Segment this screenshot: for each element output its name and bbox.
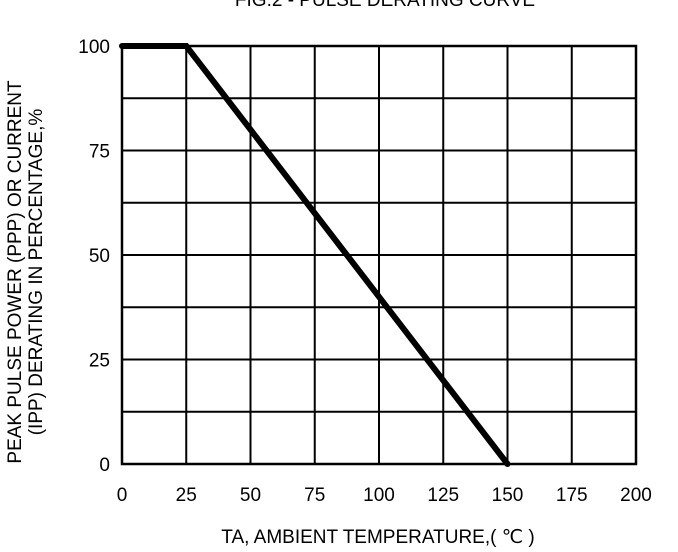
curve-point [183,43,190,49]
y-tick-label: 0 [99,455,110,476]
y-tick-label: 75 [89,142,110,163]
y-tick-labels: 0 25 50 75 100 [78,37,110,476]
series-group [119,43,511,467]
x-tick-label: 50 [240,485,261,506]
grid [122,46,636,464]
y-axis-title-line-1: PEAK PULSE POWER (PPP) OR CURRENT [5,80,26,464]
x-tick-label: 0 [117,485,128,506]
x-tick-label: 175 [556,485,588,506]
y-axis-title: PEAK PULSE POWER (PPP) OR CURRENT (IPP) … [5,80,47,464]
plot-frame [120,44,638,466]
y-tick-label: 50 [89,246,110,267]
x-tick-label: 200 [620,485,652,506]
x-tick-label: 150 [492,485,524,506]
y-axis-title-line-2: (IPP) DERATING IN PERCENTAGE,% [26,109,47,436]
y-tick-label: 100 [78,37,110,58]
curve-point [504,461,511,467]
x-tick-labels: 0 25 50 75 100 125 150 175 200 [117,485,652,506]
y-tick-label: 25 [89,351,110,372]
x-tick-label: 100 [363,485,395,506]
x-axis-title: TA, AMBIENT TEMPERATURE,( ℃ ) [221,527,534,548]
chart-title: FIG.2 - PULSE DERATING CURVE [235,0,535,11]
x-tick-label: 75 [304,485,325,506]
x-tick-label: 25 [176,485,197,506]
curve-point [119,43,125,49]
x-tick-label: 125 [427,485,459,506]
